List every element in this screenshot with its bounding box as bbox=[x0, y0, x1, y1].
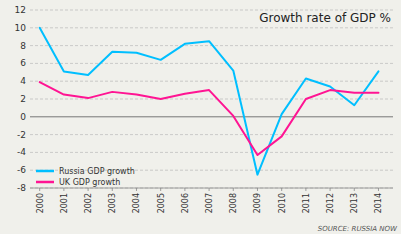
x-tick-label: 2008 bbox=[229, 193, 238, 213]
x-tick bbox=[257, 188, 258, 191]
y-tick-label: 8 bbox=[20, 41, 26, 51]
x-tick bbox=[281, 188, 282, 191]
x-tick bbox=[330, 188, 331, 191]
y-tick-label: 4 bbox=[20, 76, 26, 86]
x-tick-label: 2010 bbox=[278, 193, 287, 213]
x-tick-label: 2001 bbox=[60, 193, 69, 213]
x-tick bbox=[136, 188, 137, 191]
source-note: SOURCE: RUSSIA NOW bbox=[318, 225, 398, 233]
grid-line bbox=[30, 188, 393, 189]
y-tick-label: 2 bbox=[20, 94, 26, 104]
y-tick-label: 10 bbox=[15, 23, 27, 33]
grid-line bbox=[30, 27, 393, 28]
grid-line bbox=[30, 81, 393, 82]
x-tick-label: 2011 bbox=[302, 193, 311, 213]
y-tick-label: 12 bbox=[15, 5, 26, 15]
series-line bbox=[40, 82, 379, 155]
title: Growth rate of GDP % bbox=[259, 11, 391, 25]
x-tick bbox=[233, 188, 234, 191]
x-tick-label: 2004 bbox=[132, 193, 141, 213]
x-tick bbox=[39, 188, 40, 191]
x-tick-label: 2012 bbox=[326, 193, 335, 213]
y-tick-label: 6 bbox=[20, 58, 26, 68]
x-tick bbox=[112, 188, 113, 191]
x-tick bbox=[88, 188, 89, 191]
legend-swatch bbox=[36, 181, 54, 184]
x-tick bbox=[378, 188, 379, 191]
x-tick bbox=[184, 188, 185, 191]
x-tick-label: 2009 bbox=[253, 193, 262, 213]
x-tick bbox=[209, 188, 210, 191]
grid-line bbox=[30, 63, 393, 64]
y-tick-label: -4 bbox=[17, 147, 26, 157]
grid-line bbox=[30, 134, 393, 135]
series-line bbox=[40, 28, 379, 175]
x-tick bbox=[354, 188, 355, 191]
x-tick-label: 2000 bbox=[36, 193, 45, 213]
x-tick bbox=[63, 188, 64, 191]
x-tick-label: 2003 bbox=[108, 193, 117, 213]
x-axis-line bbox=[30, 188, 393, 189]
zero-line bbox=[30, 116, 393, 117]
lines bbox=[40, 28, 379, 175]
x-tick-label: 2013 bbox=[350, 193, 359, 213]
y-tick-label: -6 bbox=[17, 165, 26, 175]
y-tick-label: -2 bbox=[17, 130, 26, 140]
x-tick bbox=[160, 188, 161, 191]
legend-swatch bbox=[36, 170, 54, 173]
x-tick-label: 2006 bbox=[181, 193, 190, 213]
grid-line bbox=[30, 99, 393, 100]
chart: -8 -6 -4 -2 0 2 4 6 8 10 12 2000 2001 2002 2003 2004 200… bbox=[0, 0, 401, 234]
y-tick-label: 0 bbox=[20, 112, 26, 122]
x-tick-label: 2002 bbox=[84, 193, 93, 213]
x-tick bbox=[305, 188, 306, 191]
x-tick-label: 2007 bbox=[205, 193, 214, 213]
grid-line bbox=[30, 152, 393, 153]
legend: Russia GDP growth UK GDP growth bbox=[36, 167, 135, 187]
x-tick-label: 2005 bbox=[157, 193, 166, 213]
legend-label: UK GDP growth bbox=[59, 178, 120, 187]
x-tick-label: 2014 bbox=[374, 193, 383, 213]
y-tick-label: -8 bbox=[17, 183, 26, 193]
legend-label: Russia GDP growth bbox=[59, 167, 135, 176]
